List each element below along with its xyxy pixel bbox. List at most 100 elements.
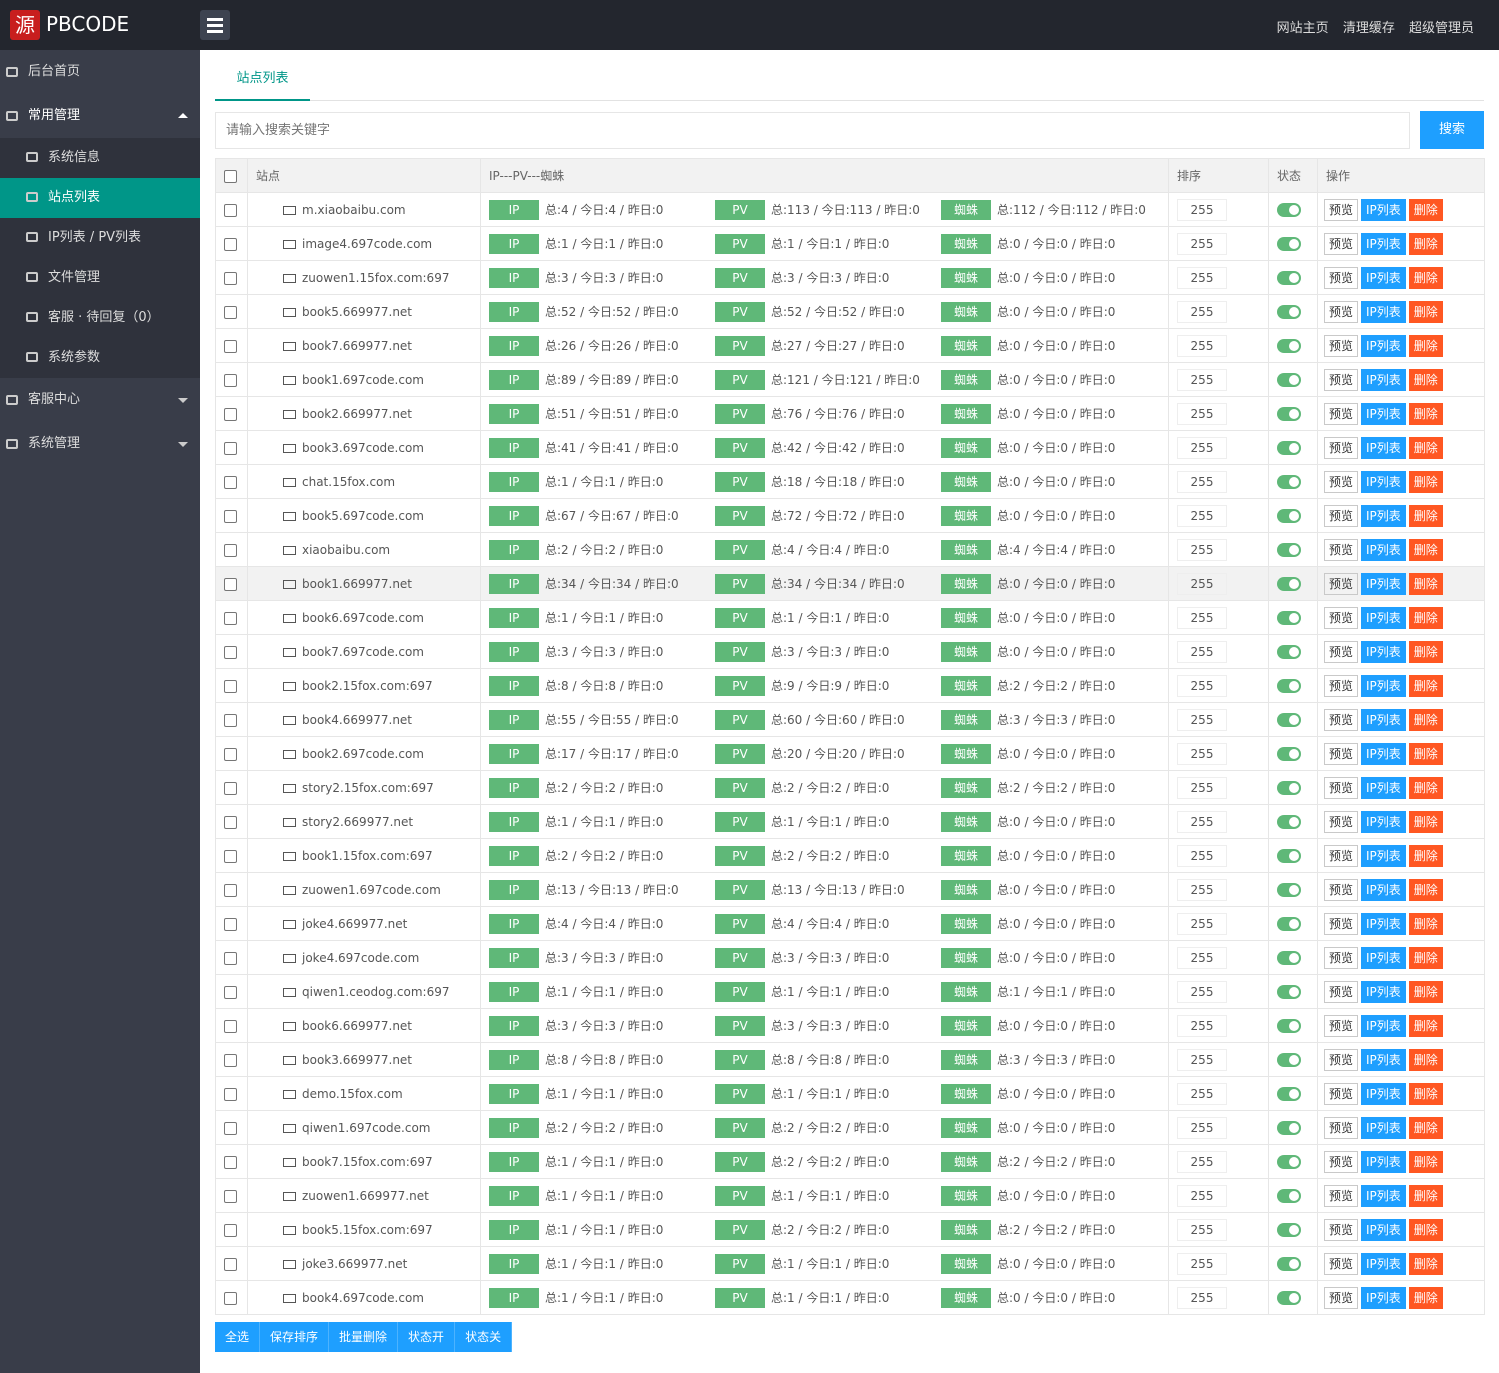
footer-button[interactable]: 全选 [215,1322,261,1352]
clear-cache[interactable]: 清理缓存 [1342,21,1395,36]
action-button[interactable]: 删除 [1408,1218,1443,1241]
action-button[interactable]: IP列表 [1361,1286,1406,1309]
action-button[interactable]: 预览 [1324,402,1359,425]
status-switch[interactable] [1277,508,1301,523]
footer-button[interactable]: 保存排序 [260,1322,330,1352]
home-link[interactable]: 网站主页 [1276,21,1329,36]
checkbox[interactable] [224,747,237,761]
action-button[interactable]: IP列表 [1361,368,1406,391]
sort-input[interactable]: 255 [1177,300,1227,323]
status-switch[interactable] [1277,372,1301,387]
sort-input[interactable]: 255 [1177,436,1227,459]
nav-group[interactable]: 常用管理 [0,94,200,138]
action-button[interactable]: 预览 [1324,436,1359,459]
action-button[interactable]: IP列表 [1361,980,1406,1003]
nav-item[interactable]: 系统信息 [0,138,200,178]
footer-button[interactable]: 批量删除 [329,1322,399,1352]
nav-item[interactable]: IP列表 / PV列表 [0,218,200,258]
status-switch[interactable] [1277,1154,1301,1169]
status-switch[interactable] [1277,780,1301,795]
action-button[interactable]: IP列表 [1361,572,1406,595]
user-menu[interactable]: 超级管理员 [1408,21,1474,36]
action-button[interactable]: 预览 [1324,1218,1359,1241]
nav-item[interactable]: 系统参数 [0,338,200,378]
checkbox[interactable] [224,237,237,251]
nav-item[interactable]: 文件管理 [0,258,200,298]
action-button[interactable]: 删除 [1408,1014,1443,1037]
action-button[interactable]: IP列表 [1361,402,1406,425]
action-button[interactable]: 删除 [1408,1048,1443,1071]
status-switch[interactable] [1277,882,1301,897]
action-button[interactable]: 删除 [1408,266,1443,289]
checkbox[interactable] [224,611,237,625]
checkbox[interactable] [224,1087,237,1101]
checkbox[interactable] [224,849,237,863]
sort-input[interactable]: 255 [1177,1014,1227,1037]
sort-input[interactable]: 255 [1177,1048,1227,1071]
action-button[interactable]: IP列表 [1361,810,1406,833]
action-button[interactable]: IP列表 [1361,1150,1406,1173]
action-button[interactable]: 预览 [1324,844,1359,867]
action-button[interactable]: IP列表 [1361,1252,1406,1275]
nav-item[interactable]: 后台首页 [0,50,200,94]
checkbox[interactable] [224,577,237,591]
action-button[interactable]: 删除 [1408,1184,1443,1207]
checkbox[interactable] [224,1019,237,1033]
action-button[interactable]: IP列表 [1361,912,1406,935]
checkbox[interactable] [224,169,237,183]
action-button[interactable]: 删除 [1408,470,1443,493]
sort-input[interactable]: 255 [1177,504,1227,527]
checkbox[interactable] [224,1223,237,1237]
sort-input[interactable]: 255 [1177,232,1227,255]
sort-input[interactable]: 255 [1177,742,1227,765]
status-switch[interactable] [1277,1052,1301,1067]
checkbox[interactable] [224,645,237,659]
action-button[interactable]: IP列表 [1361,844,1406,867]
action-button[interactable]: 预览 [1324,1286,1359,1309]
sort-input[interactable]: 255 [1177,946,1227,969]
action-button[interactable]: 删除 [1408,1082,1443,1105]
nav-item[interactable]: 站点列表 [0,178,200,218]
status-switch[interactable] [1277,1086,1301,1101]
action-button[interactable]: 删除 [1408,776,1443,799]
status-switch[interactable] [1277,712,1301,727]
action-button[interactable]: 预览 [1324,368,1359,391]
status-switch[interactable] [1277,1256,1301,1271]
action-button[interactable]: IP列表 [1361,538,1406,561]
checkbox[interactable] [224,339,237,353]
action-button[interactable]: IP列表 [1361,1116,1406,1139]
sort-input[interactable]: 255 [1177,1150,1227,1173]
action-button[interactable]: IP列表 [1361,266,1406,289]
status-switch[interactable] [1277,814,1301,829]
status-switch[interactable] [1277,202,1301,217]
sort-input[interactable]: 255 [1177,912,1227,935]
checkbox[interactable] [224,509,237,523]
action-button[interactable]: 预览 [1324,674,1359,697]
status-switch[interactable] [1277,440,1301,455]
action-button[interactable]: IP列表 [1361,1014,1406,1037]
action-button[interactable]: 预览 [1324,1252,1359,1275]
action-button[interactable]: IP列表 [1361,742,1406,765]
sort-input[interactable]: 255 [1177,572,1227,595]
checkbox[interactable] [224,441,237,455]
action-button[interactable]: 删除 [1408,402,1443,425]
checkbox[interactable] [224,679,237,693]
action-button[interactable]: 预览 [1324,300,1359,323]
action-button[interactable]: IP列表 [1361,1048,1406,1071]
action-button[interactable]: IP列表 [1361,1218,1406,1241]
sort-input[interactable]: 255 [1177,266,1227,289]
checkbox[interactable] [224,373,237,387]
action-button[interactable]: 预览 [1324,980,1359,1003]
action-button[interactable]: IP列表 [1361,878,1406,901]
action-button[interactable]: 预览 [1324,878,1359,901]
checkbox[interactable] [224,203,237,217]
sort-input[interactable]: 255 [1177,1286,1227,1309]
checkbox[interactable] [224,305,237,319]
footer-button[interactable]: 状态关 [455,1322,513,1352]
action-button[interactable]: 删除 [1408,810,1443,833]
checkbox[interactable] [224,475,237,489]
sort-input[interactable]: 255 [1177,1184,1227,1207]
action-button[interactable]: IP列表 [1361,776,1406,799]
status-switch[interactable] [1277,950,1301,965]
sort-input[interactable]: 255 [1177,878,1227,901]
